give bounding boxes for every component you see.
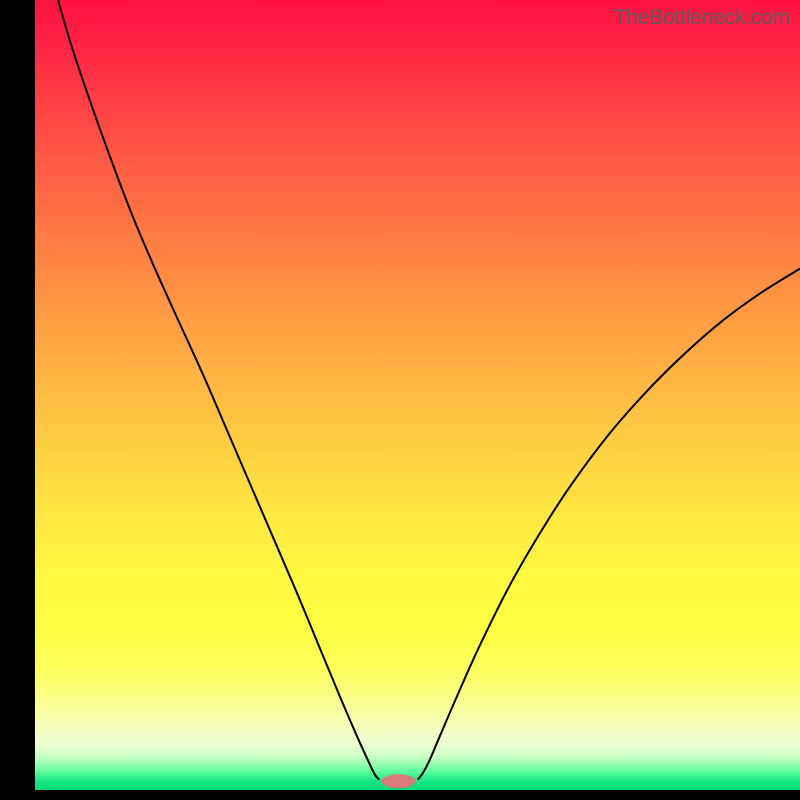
- frame-left-border: [0, 0, 35, 800]
- bottleneck-marker: [381, 774, 415, 788]
- watermark-text: TheBottleneck.com: [614, 6, 790, 30]
- chart-svg: [0, 0, 800, 800]
- gradient-background: [35, 0, 800, 790]
- frame-bottom-border: [0, 790, 800, 800]
- bottleneck-chart: TheBottleneck.com: [0, 0, 800, 800]
